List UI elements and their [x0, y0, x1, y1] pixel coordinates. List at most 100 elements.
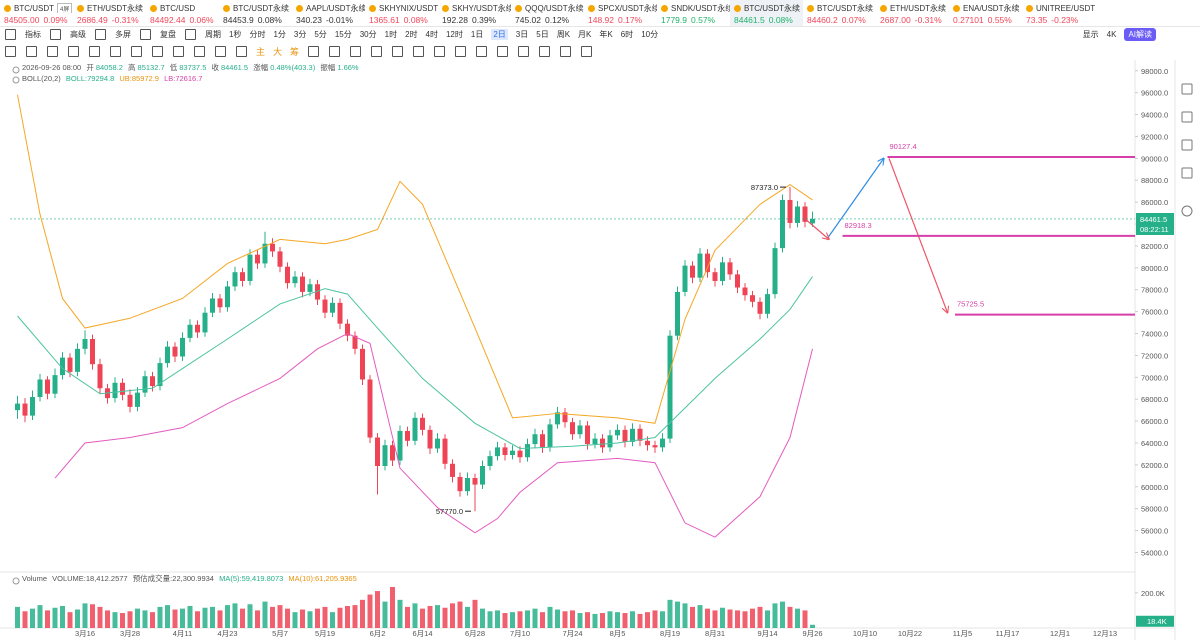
period-button[interactable]: 12时 [445, 29, 463, 39]
volume-bar [315, 608, 320, 628]
side-icon[interactable] [1181, 167, 1193, 179]
period-button[interactable]: 3分 [293, 29, 307, 39]
period-button[interactable]: 分时 [249, 29, 266, 39]
draw-tool-icon[interactable] [350, 45, 362, 57]
ticker-tab[interactable]: UNITREE/USDT永续 73.35-0.23% [1022, 0, 1095, 26]
side-icon[interactable] [1181, 83, 1193, 95]
draw-tool-icon[interactable] [434, 45, 446, 57]
candle-body [337, 302, 343, 324]
candle-body [120, 382, 125, 395]
volume-bar [427, 606, 433, 628]
volume-bar [90, 604, 95, 628]
period-button[interactable]: 1秒 [229, 29, 242, 39]
side-icon[interactable] [1181, 111, 1193, 123]
volume-bar [60, 606, 65, 628]
draw-tool-icon[interactable] [455, 45, 467, 57]
draw-tool-icon[interactable] [173, 45, 184, 57]
tool-button[interactable]: 高级 [70, 29, 86, 39]
tool-button[interactable]: 多屏 [115, 29, 131, 39]
volume-bar [202, 607, 208, 628]
period-button[interactable]: 月K [578, 29, 592, 39]
period-button[interactable]: 6时 [620, 29, 634, 39]
period-button[interactable]: 10分 [641, 29, 659, 39]
ticker-tab[interactable]: ETH/USDT永续 2686.49 -0.31% [73, 0, 146, 26]
tab-icon [150, 4, 157, 12]
volume-bar [127, 611, 133, 628]
tab-name-row: QQQ/USDT永续 [515, 3, 584, 13]
draw-tool-icon[interactable] [581, 45, 593, 57]
draw-tool-icon[interactable] [329, 45, 341, 57]
ticker-tab[interactable]: AAPL/USDT永续 340.23 -0.01% [292, 0, 365, 26]
ticker-tab[interactable]: BTC/USDT永续 84460.2 0.07% [803, 0, 876, 26]
ticker-tab[interactable]: BTC/USDT永续 84461.5 0.08% [730, 0, 803, 26]
period-button[interactable]: 周K [556, 29, 571, 39]
volume-bar [142, 610, 148, 628]
period-button[interactable]: 1时 [384, 29, 398, 39]
ai-button[interactable]: AI解读 [1124, 27, 1156, 41]
period-button[interactable]: 2日 [491, 28, 508, 40]
draw-tool-icon[interactable] [476, 45, 488, 57]
draw-tool-icon[interactable] [215, 45, 226, 57]
tool-button[interactable]: 复盘 [160, 29, 176, 39]
ticker-tab[interactable]: BTC/USD 84492.44 0.06% [146, 0, 219, 26]
draw-tool-icon[interactable] [518, 45, 530, 57]
ticker-tab[interactable]: QQQ/USDT永续 745.02 0.12% [511, 0, 584, 26]
indicator-toggle[interactable]: 筹 [290, 46, 300, 57]
period-button[interactable]: 15分 [334, 29, 352, 39]
draw-tool-icon[interactable] [131, 45, 142, 57]
period-button[interactable]: 3日 [515, 29, 529, 39]
draw-tool-icon[interactable] [308, 45, 320, 57]
resolution-button[interactable]: 4K [1106, 29, 1117, 39]
ticker-tab[interactable]: SKHY/USDT永续 192.28 0.39% [438, 0, 511, 26]
draw-tool-icon[interactable] [236, 45, 247, 57]
ticker-tab[interactable]: ENA/USDT永续 0.27101 0.55% [949, 0, 1022, 26]
y-tick-label: 68000.0 [1141, 395, 1168, 404]
y-tick-label: 64000.0 [1141, 439, 1168, 448]
volume-bar [405, 606, 410, 628]
draw-tool-icon[interactable] [47, 45, 58, 57]
ticker-tab[interactable]: SPCX/USDT永续 148.92 0.17% [584, 0, 657, 26]
info-value: 0.48%(403.3) [270, 63, 316, 72]
period-button[interactable]: 1分 [273, 29, 286, 39]
ticker-tab[interactable]: ETH/USDT永续 2687.00 -0.31% [876, 0, 949, 26]
ticker-tab[interactable]: BTC/USDT永续 84453.9 0.08% [219, 0, 292, 26]
volume-bar [780, 601, 785, 628]
period-button[interactable]: 5日 [536, 29, 549, 39]
side-icon[interactable] [1181, 139, 1193, 151]
countdown: 08:22:11 [1140, 225, 1169, 234]
draw-tool-icon[interactable] [560, 45, 572, 57]
x-tick-label: 9月26 [802, 629, 822, 638]
period-label[interactable]: 周期 [205, 29, 221, 39]
draw-tool-icon[interactable] [413, 45, 425, 57]
ticker-tab[interactable]: SKHYNIX/USDT永续 1365.610.08% [365, 0, 438, 26]
tool-button[interactable]: 指标 [25, 29, 41, 39]
draw-tool-icon[interactable] [152, 45, 163, 57]
side-icon[interactable] [1181, 205, 1193, 217]
period-button[interactable]: 2时 [405, 29, 418, 39]
draw-tool-icon[interactable] [110, 45, 121, 57]
draw-tool-icon[interactable] [539, 45, 551, 57]
period-button[interactable]: 30分 [359, 29, 377, 39]
indicator-toggle[interactable]: 主 [256, 46, 266, 57]
period-button[interactable]: 年K [599, 29, 613, 39]
period-button[interactable]: 5分 [314, 29, 327, 39]
draw-tool-icon[interactable] [371, 45, 383, 57]
draw-tool-icon[interactable] [392, 45, 404, 57]
tab-price-row: 2686.49 -0.31% [77, 15, 146, 25]
draw-tool-icon[interactable] [68, 45, 79, 57]
draw-tool-icon[interactable] [26, 45, 37, 57]
draw-tool-icon[interactable] [89, 45, 100, 57]
period-button[interactable]: 1日 [470, 29, 484, 39]
draw-tool-icon[interactable] [497, 45, 509, 57]
period-button[interactable]: 4时 [425, 29, 438, 39]
ticker-tab[interactable]: SNDK/USDT永续 1779.9 0.57% [657, 0, 730, 26]
ticker-tab[interactable]: BTC/USDT 4屏 84505.00 0.09% [0, 0, 73, 26]
display-button[interactable]: 显示 [1082, 29, 1099, 39]
x-tick-label: 6月14 [412, 629, 432, 638]
indicator-toggle[interactable]: 大 [273, 46, 283, 57]
draw-tool-icon[interactable] [5, 45, 16, 57]
volume-bar [382, 601, 388, 628]
candle-body [127, 394, 133, 407]
draw-tool-icon[interactable] [194, 45, 205, 57]
tab-name: SKHY/USDT永续 [452, 3, 511, 13]
